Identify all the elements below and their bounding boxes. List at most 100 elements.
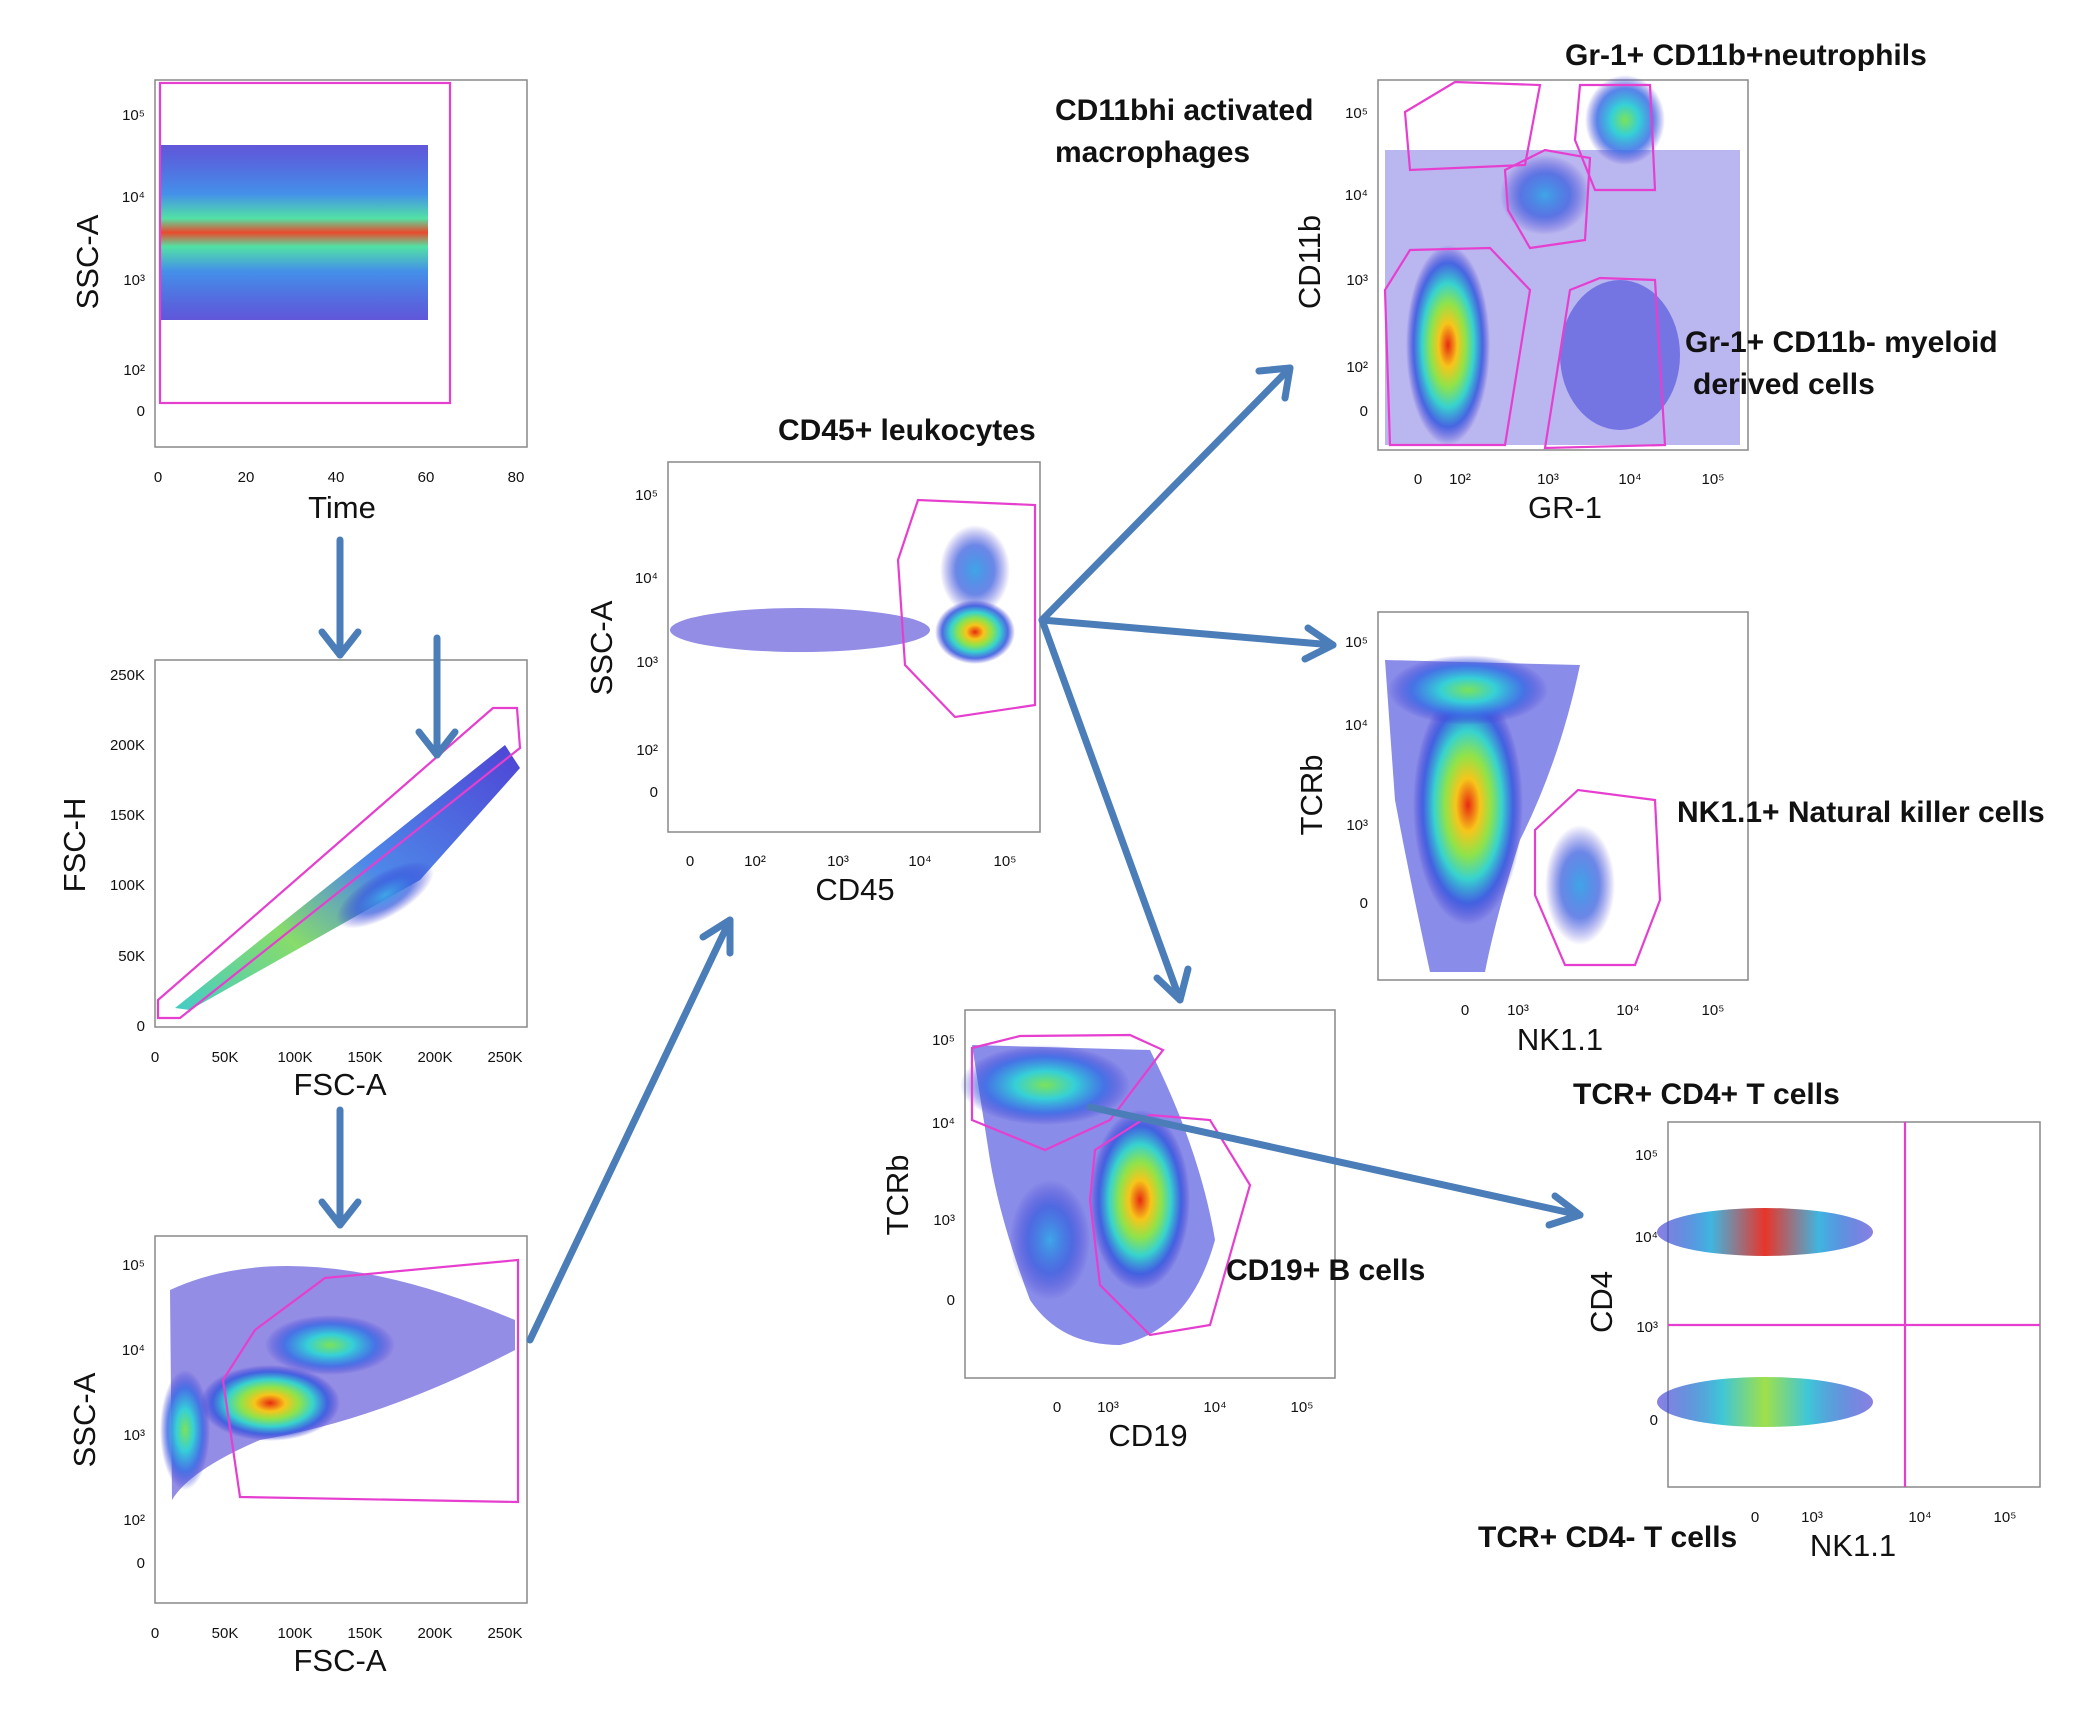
gate-cd11b-low (1383, 246, 1532, 447)
y-axis-label: SSC-A (67, 1372, 102, 1467)
y-axis-label: CD11b (1292, 215, 1327, 309)
lymphocyte-cluster (935, 600, 1015, 664)
x-axis-label: NK1.1 (1517, 1022, 1603, 1057)
y-ticks: 10⁵ 10⁴ 10³ 10² 0 (635, 487, 658, 801)
y-tick: 10³ (123, 1427, 145, 1444)
x-tick: 0 (1053, 1399, 1061, 1416)
background-cloud (170, 1266, 515, 1500)
population-captions: Gr-1+ CD11b+neutrophils CD11bhi activate… (1055, 39, 2045, 1554)
gate-rectangle (158, 81, 452, 405)
x-tick: 20 (238, 469, 255, 486)
x-tick: 10³ (827, 853, 849, 870)
x-ticks: 0 10³ 10⁴ 10⁵ (1461, 1002, 1725, 1019)
plot-fsca-ssca: 10⁵ 10⁴ 10³ 10² 0 0 50K 100K 150K 200K 2… (67, 1235, 528, 1678)
tcr-high-cluster (1388, 655, 1548, 725)
gate-monocytes (1503, 148, 1592, 250)
label-macrophages-line1: CD11bhi activated (1055, 94, 1313, 127)
x-ticks: 0 10³ 10⁴ 10⁵ (1053, 1399, 1314, 1416)
monocyte-cluster (1500, 155, 1590, 235)
debris-cluster (160, 1370, 210, 1490)
label-myeloid-line1: Gr-1+ CD11b- myeloid (1685, 326, 1998, 359)
x-tick: 60 (418, 469, 435, 486)
x-ticks: 0 10² 10³ 10⁴ 10⁵ (1414, 471, 1725, 488)
granulocyte-cluster (265, 1315, 395, 1375)
y-tick: 150K (110, 807, 145, 824)
gate-singlets (156, 706, 522, 1020)
label-macrophages-line2: macrophages (1055, 136, 1250, 169)
gate-cells (221, 1258, 520, 1504)
arrow-cd45-to-cd19 (1038, 616, 1192, 1004)
y-tick: 10⁴ (122, 189, 145, 206)
label-myeloid-line2: derived cells (1693, 368, 1875, 401)
label-cd4-t-cells: TCR+ CD4+ T cells (1573, 1078, 1840, 1111)
x-tick: 10³ (1537, 471, 1559, 488)
gate-b-cells (1088, 1113, 1252, 1337)
cd4-negative-cluster (1657, 1377, 1873, 1427)
y-tick: 10² (1346, 359, 1368, 376)
gate-cd45 (896, 498, 1037, 719)
plot-fsca-fsch: 250K 200K 150K 100K 50K 0 0 50K 100K 150… (57, 659, 528, 1102)
x-tick: 10⁵ (994, 853, 1017, 870)
y-tick: 10⁵ (1345, 634, 1368, 651)
y-axis-label: TCRb (880, 1155, 915, 1236)
y-tick: 200K (110, 737, 145, 754)
x-ticks: 0 50K 100K 150K 200K 250K (151, 1625, 523, 1642)
plot-time-ssc: 10⁵ 10⁴ 10³ 10² 0 0 20 40 60 80 Time SSC… (70, 79, 528, 525)
x-axis-label: NK1.1 (1810, 1528, 1896, 1563)
arrow-cells-to-cd45 (526, 916, 734, 1344)
arrow-cd45-to-myeloid (1038, 364, 1294, 624)
x-tick: 0 (1461, 1002, 1469, 1019)
y-tick: 10⁴ (122, 1342, 145, 1359)
y-ticks: 10⁵ 10⁴ 10³ 0 (1345, 634, 1368, 912)
y-tick: 10⁵ (635, 487, 658, 504)
myeloid-cluster (1560, 280, 1680, 430)
x-tick: 50K (212, 1625, 239, 1642)
plot-title: CD45+ leukocytes (778, 414, 1036, 447)
y-tick: 100K (110, 877, 145, 894)
x-tick: 10⁴ (1618, 471, 1641, 488)
label-nk-cells: NK1.1+ Natural killer cells (1677, 796, 2045, 829)
arrow-cd45-to-nk (1038, 616, 1337, 663)
gate-macrophages (1403, 80, 1542, 172)
granulocyte-cluster (940, 525, 1010, 615)
y-tick: 10⁵ (1345, 105, 1368, 122)
x-axis-label: GR-1 (1528, 490, 1602, 525)
double-negative-cluster (1010, 1180, 1090, 1300)
x-tick: 10⁵ (1702, 1002, 1725, 1019)
y-ticks: 250K 200K 150K 100K 50K 0 (110, 667, 145, 1035)
y-tick: 250K (110, 667, 145, 684)
arrow-into-singlet-gate (415, 634, 459, 759)
x-tick: 10³ (1097, 1399, 1119, 1416)
x-ticks: 0 50K 100K 150K 200K 250K (151, 1049, 523, 1066)
y-tick: 10³ (1346, 272, 1368, 289)
y-tick: 10⁴ (932, 1115, 955, 1132)
x-tick: 10⁴ (1616, 1002, 1639, 1019)
x-tick: 100K (277, 1049, 312, 1066)
label-neutrophils: Gr-1+ CD11b+neutrophils (1565, 39, 1927, 72)
plot-gr1-cd11b: 10⁵ 10⁴ 10³ 10² 0 0 10² 10³ 10⁴ 10⁵ GR-1… (1292, 75, 1749, 525)
x-tick: 0 (1751, 1509, 1759, 1526)
y-tick: 10² (123, 362, 145, 379)
x-tick: 0 (1414, 471, 1422, 488)
gate-myeloid (1543, 276, 1667, 450)
x-tick: 0 (151, 1049, 159, 1066)
y-tick: 10⁵ (1635, 1147, 1658, 1164)
y-axis-label: SSC-A (70, 214, 105, 309)
x-axis-label: CD45 (815, 872, 894, 907)
x-tick: 80 (508, 469, 525, 486)
arrow-t-cells-to-cd4 (1086, 1103, 1584, 1229)
x-tick: 150K (347, 1625, 382, 1642)
y-tick: 10⁴ (1635, 1229, 1658, 1246)
y-tick: 0 (137, 403, 145, 420)
cd11b-low-cluster (1406, 245, 1490, 445)
x-tick: 10³ (1507, 1002, 1529, 1019)
t-cell-cluster (1413, 685, 1523, 925)
x-tick: 10⁵ (1994, 1509, 2017, 1526)
x-tick: 0 (154, 469, 162, 486)
y-axis-label: CD4 (1584, 1271, 1619, 1333)
y-ticks: 10⁵ 10⁴ 10³ 10² 0 (1345, 105, 1368, 420)
gate-t-cells (970, 1033, 1165, 1152)
x-tick: 250K (487, 1049, 522, 1066)
b-cell-cluster (1090, 1110, 1190, 1290)
